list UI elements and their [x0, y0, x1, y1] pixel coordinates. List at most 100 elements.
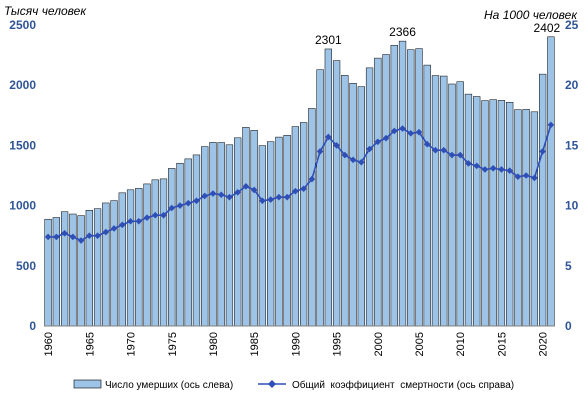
- bar-1967: [102, 202, 110, 327]
- rate-point-2004: [407, 130, 415, 137]
- rate-point-1978: [193, 197, 200, 205]
- legend-bar-swatch: [73, 379, 102, 389]
- rate-point-1971: [135, 217, 143, 225]
- rate-point-2012: [473, 162, 480, 170]
- bar-1971: [135, 188, 143, 327]
- bar-1978: [192, 154, 201, 327]
- bar-2004: [407, 49, 415, 327]
- rate-point-1964: [77, 237, 85, 244]
- rate-point-1960: [44, 233, 52, 241]
- annotation-2003: 2366: [389, 25, 416, 39]
- bar-1988: [275, 136, 283, 327]
- rate-point-1979: [201, 192, 209, 200]
- left-axis-title: Тысяч человек: [4, 4, 86, 18]
- bar-2012: [473, 96, 481, 327]
- rate-point-2000: [374, 138, 382, 146]
- rate-point-1970: [127, 217, 134, 225]
- bar-1970: [126, 189, 135, 327]
- rate-point-2021: [547, 121, 555, 129]
- x-tick-label: 2005: [414, 332, 426, 356]
- legend: Число умерших (ось слева) Общий коэффици…: [73, 379, 514, 391]
- x-tick-label: 1970: [126, 332, 138, 356]
- rate-point-1993: [316, 148, 324, 155]
- bar-1979: [201, 146, 209, 327]
- bar-1972: [143, 183, 151, 327]
- rate-point-1997: [349, 156, 357, 164]
- right-tick-label: 15: [565, 138, 579, 152]
- rate-point-1969: [119, 221, 126, 229]
- bar-1992: [308, 108, 316, 327]
- bar-1994: [324, 48, 332, 327]
- rate-point-2018: [522, 172, 530, 179]
- x-tick-label: 2015: [496, 332, 508, 356]
- bar-1982: [225, 144, 234, 327]
- bar-1990: [291, 126, 300, 327]
- legend-line-label: Общий коэффициент смертности (ось справа…: [292, 379, 514, 391]
- x-tick-label: 1985: [249, 332, 261, 356]
- bar-1999: [365, 67, 374, 327]
- bar-2015: [497, 100, 506, 327]
- rate-point-2017: [514, 173, 522, 180]
- rate-point-1963: [69, 233, 77, 241]
- rate-point-1987: [267, 196, 274, 203]
- bar-2003: [398, 40, 407, 327]
- bar-1973: [151, 179, 159, 327]
- bar-2006: [423, 64, 431, 327]
- bar-1985: [250, 130, 258, 327]
- bar-1963: [69, 213, 77, 327]
- rate-point-2019: [531, 174, 538, 182]
- bar-2005: [415, 48, 423, 327]
- rate-point-2003: [399, 125, 406, 132]
- right-tick-label: 20: [565, 78, 579, 92]
- bar-2018: [522, 109, 530, 327]
- bar-1977: [184, 158, 192, 327]
- bar-1964: [77, 215, 85, 327]
- right-tick-label: 5: [565, 259, 572, 273]
- left-tick-label: 0: [29, 319, 36, 333]
- bar-1968: [110, 200, 118, 327]
- bar-1984: [242, 127, 250, 327]
- bar-2014: [489, 99, 497, 327]
- rate-point-1996: [341, 151, 349, 159]
- rate-point-1968: [110, 225, 118, 232]
- rate-point-2011: [465, 160, 472, 167]
- right-tick-label: 10: [565, 199, 579, 213]
- bar-1962: [60, 211, 69, 327]
- bar-2000: [374, 57, 382, 327]
- rate-point-1966: [94, 232, 101, 239]
- bar-2008: [440, 75, 448, 327]
- x-tick-label: 1980: [208, 332, 220, 356]
- bar-1965: [85, 210, 93, 327]
- rate-point-2008: [440, 146, 448, 154]
- x-tick-label: 1995: [332, 332, 344, 356]
- bar-1987: [267, 141, 275, 327]
- right-tick-label: 25: [565, 18, 579, 32]
- x-tick-label: 1965: [84, 332, 96, 356]
- rate-point-1980: [209, 190, 217, 197]
- rate-point-1990: [292, 187, 299, 195]
- rate-point-1989: [283, 193, 291, 201]
- rate-point-1995: [333, 142, 340, 149]
- rate-point-2001: [382, 134, 390, 142]
- rate-point-1982: [226, 193, 233, 201]
- rate-point-2009: [448, 151, 456, 159]
- line-series: [44, 121, 555, 244]
- rate-point-2002: [390, 127, 398, 135]
- right-axis-title: На 1000 человек: [484, 8, 577, 22]
- x-tick-label: 1990: [290, 332, 302, 356]
- bar-2011: [464, 93, 473, 327]
- bar-2010: [456, 81, 464, 327]
- rate-point-1999: [366, 145, 373, 153]
- bar-1969: [118, 192, 126, 327]
- bar-1976: [176, 162, 184, 327]
- rate-point-1967: [102, 228, 110, 236]
- x-tick-label: 1960: [43, 332, 55, 356]
- bar-2017: [514, 109, 522, 327]
- rate-point-1986: [259, 197, 266, 205]
- bar-2007: [431, 75, 440, 327]
- x-tick-label: 2020: [538, 332, 550, 356]
- bar-1995: [332, 60, 341, 327]
- left-tick-label: 500: [16, 259, 36, 273]
- rate-point-2014: [489, 164, 497, 172]
- rate-point-2007: [432, 146, 439, 154]
